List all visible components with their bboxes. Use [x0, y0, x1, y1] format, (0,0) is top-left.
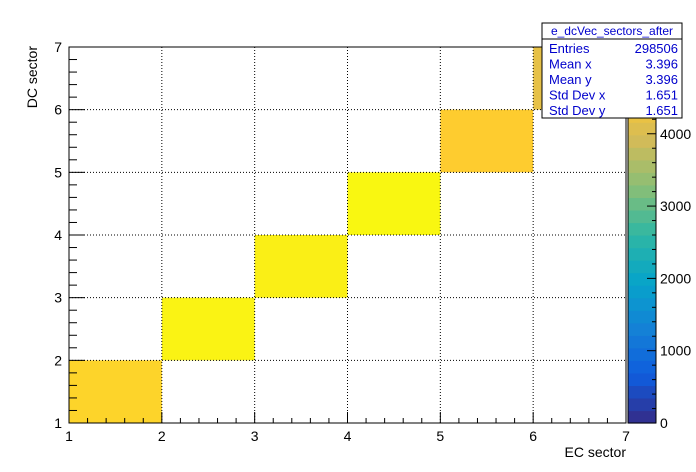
z-tick-label: 1000 [660, 343, 691, 359]
heatmap-cell-1 [69, 360, 162, 423]
heatmap-cell-4 [347, 172, 441, 235]
palette-band [628, 197, 656, 211]
palette-band [628, 385, 656, 399]
z-axis-ticks: 0 1000 2000 3000 4000 [647, 46, 691, 431]
stats-box: e_dcVec_sectors_after Entries 298506 Mean x… [541, 22, 683, 119]
palette-band [628, 310, 656, 324]
palette-band [628, 297, 656, 311]
y-tick-label: 6 [54, 102, 62, 118]
palette-band [628, 260, 656, 274]
palette-band [628, 184, 656, 198]
palette-band [628, 372, 656, 386]
stats-row-value: 1.651 [645, 103, 678, 118]
stats-row-value: 3.396 [645, 72, 678, 87]
palette-band [628, 235, 656, 249]
palette-band [628, 360, 656, 374]
stats-row-value: 3.396 [645, 57, 678, 72]
palette-band [628, 322, 656, 336]
palette-band [628, 222, 656, 236]
palette-band [628, 147, 656, 161]
x-tick-label: 1 [65, 428, 73, 444]
x-tick-label: 5 [436, 428, 444, 444]
x-tick-label: 3 [251, 428, 259, 444]
y-tick-label: 5 [54, 164, 62, 180]
heatmap-cell-2 [161, 297, 255, 361]
palette-band [628, 347, 656, 361]
palette-band [628, 172, 656, 186]
palette-band [628, 285, 656, 299]
z-tick-label: 0 [660, 415, 668, 431]
stats-row-label: Std Dev y [549, 103, 606, 118]
palette-band [628, 247, 656, 261]
y-tick-label: 2 [54, 352, 62, 368]
x-tick-label: 4 [344, 428, 352, 444]
palette-band [628, 272, 656, 286]
y-tick-label: 4 [54, 227, 62, 243]
palette-band [628, 134, 656, 148]
stats-row-label: Entries [549, 41, 590, 56]
x-tick-labels: 1 2 3 4 5 6 7 [65, 428, 630, 444]
x-tick-label: 2 [158, 428, 166, 444]
x-tick-label: 6 [529, 428, 537, 444]
heatmap-cell-5 [440, 109, 534, 173]
z-tick-label: 2000 [660, 270, 691, 286]
heatmap-cell-3 [254, 235, 348, 298]
x-axis-label: EC sector [565, 444, 627, 460]
palette-band [628, 209, 656, 224]
axis-ticks [68, 46, 627, 424]
stats-row-value: 1.651 [645, 88, 678, 103]
z-tick-label: 3000 [660, 198, 691, 214]
stats-box-title: e_dcVec_sectors_after [551, 24, 673, 38]
palette-band [628, 410, 656, 424]
stats-row-label: Mean x [549, 57, 592, 72]
y-tick-label: 1 [54, 415, 62, 431]
palette-band [628, 159, 656, 173]
y-tick-label: 3 [54, 290, 62, 306]
y-axis-label: DC sector [24, 46, 40, 109]
palette-band [628, 397, 656, 412]
stats-row-label: Mean y [549, 72, 592, 87]
y-tick-labels: 1 2 3 4 5 6 7 [54, 39, 62, 431]
y-tick-label: 7 [54, 39, 62, 55]
z-tick-label: 4000 [660, 126, 691, 142]
palette-band [628, 122, 656, 136]
x-tick-label: 7 [622, 428, 630, 444]
palette-band [628, 335, 656, 349]
stats-row-label: Std Dev x [549, 88, 606, 103]
stats-row-value: 298506 [635, 41, 678, 56]
